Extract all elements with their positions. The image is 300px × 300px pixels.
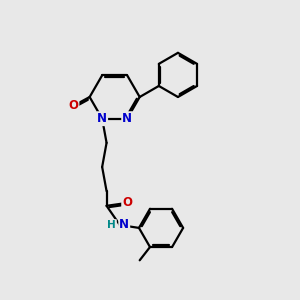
Text: O: O [68, 99, 78, 112]
Text: N: N [97, 112, 107, 125]
Text: N: N [119, 218, 129, 232]
Text: H: H [107, 220, 116, 230]
Text: N: N [122, 112, 132, 125]
Text: O: O [122, 196, 132, 209]
